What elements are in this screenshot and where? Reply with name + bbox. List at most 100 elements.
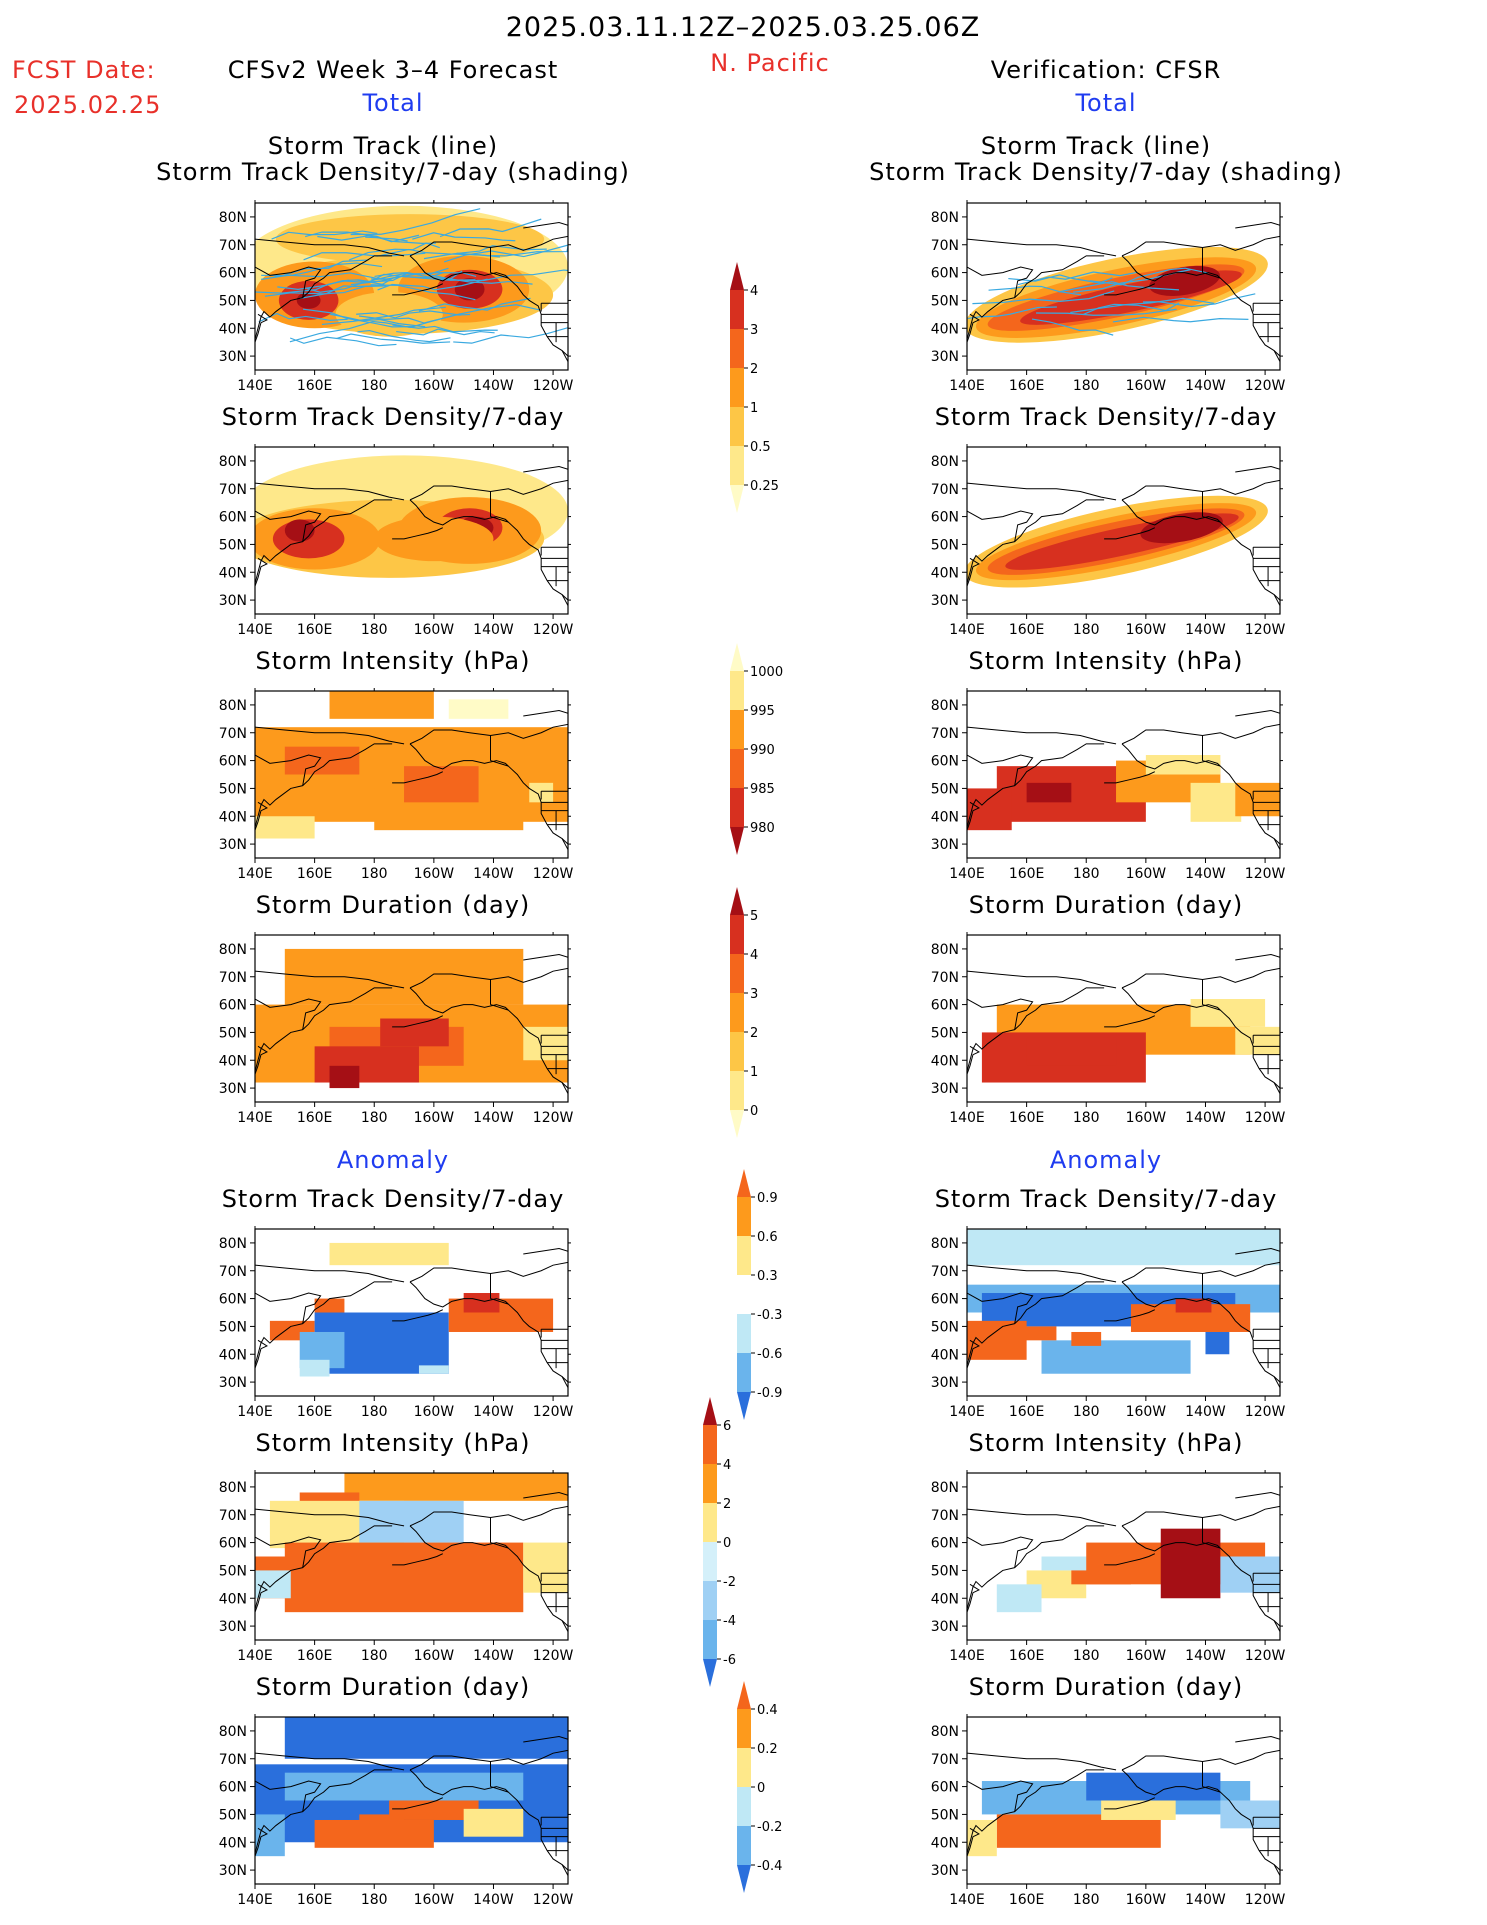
lon-tick-label: 160W [1126, 378, 1167, 394]
colorbar-swatch [730, 749, 744, 788]
lon-tick-label: 160E [297, 1648, 333, 1664]
lat-tick-label: 40N [931, 565, 959, 581]
lon-tick-label: 160W [1126, 866, 1167, 882]
lat-tick-label: 70N [219, 238, 247, 254]
colorbar-swatch [730, 407, 744, 446]
colorbar-swatch [703, 1503, 717, 1542]
colorbar-swatch [737, 1709, 751, 1748]
lon-tick-label: 160E [1009, 866, 1045, 882]
colorbar-label: 0.5 [750, 440, 771, 455]
map-obs-duration-anom: 140E 160E 180 160W 140W 120W 80N 70N 60N 50N 40N 30… [922, 1707, 1290, 1914]
colorbar-swatch [703, 1464, 717, 1503]
lat-tick-label: 60N [219, 754, 247, 770]
lat-tick-label: 30N [931, 1863, 959, 1879]
lat-tick-label: 60N [931, 1292, 959, 1308]
colorbar-label: 0.6 [757, 1230, 778, 1245]
lat-tick-label: 30N [931, 1081, 959, 1097]
lat-tick-label: 70N [219, 726, 247, 742]
lat-tick-label: 40N [931, 321, 959, 337]
l6-title: Storm Intensity (hPa) [255, 1429, 531, 1457]
lat-tick-label: 80N [219, 210, 247, 226]
l5-title: Storm Track Density/7-day [221, 1185, 565, 1213]
lon-tick-label: 180 [361, 378, 388, 394]
lon-tick-label: 160E [297, 378, 333, 394]
colorbar-label: 2 [750, 362, 758, 377]
map-obs-intensity-total: 140E 160E 180 160W 140W 120W 80N 70N 60N 50N 40N 30… [922, 681, 1290, 888]
lat-tick-label: 40N [931, 1053, 959, 1069]
colorbar-label: 1 [750, 401, 758, 416]
lon-tick-label: 140E [949, 866, 985, 882]
colorbar-label: -6 [723, 1653, 736, 1668]
colorbar-label: 1000 [750, 665, 783, 680]
lat-tick-label: 50N [931, 1025, 959, 1041]
lat-tick-label: 30N [219, 349, 247, 365]
lon-tick-label: 160E [1009, 1110, 1045, 1126]
r1-title-a: Storm Track (line) [980, 132, 1212, 160]
lat-tick-label: 60N [931, 754, 959, 770]
lat-tick-label: 70N [931, 482, 959, 498]
colorbar-label: 3 [750, 987, 758, 1002]
lon-tick-label: 140W [473, 1892, 514, 1908]
map-obs-intensity-anom: 140E 160E 180 160W 140W 120W 80N 70N 60N 50N 40N 30… [922, 1463, 1290, 1670]
colorbar-label: 0.3 [757, 1269, 778, 1284]
lat-tick-label: 50N [219, 1319, 247, 1335]
date-range-title: 2025.03.11.12Z–2025.03.25.06Z [505, 12, 981, 43]
colorbar-intensity-anom: 6 4 2 0 -2 -4 -6 [693, 1397, 763, 1691]
colorbar-label: 0.4 [757, 1703, 778, 1718]
lon-tick-label: 120W [1245, 1648, 1286, 1664]
r6-title: Storm Intensity (hPa) [968, 1429, 1244, 1457]
map-fcst-track-total: 140E 160E 180 160W 140W 120W 80N 70N 60N 50N 40N 30… [210, 193, 578, 400]
lat-tick-label: 70N [219, 1508, 247, 1524]
lon-tick-label: 160W [414, 1892, 455, 1908]
l7-title: Storm Duration (day) [255, 1673, 531, 1701]
l3-title: Storm Intensity (hPa) [255, 647, 531, 675]
lat-tick-label: 30N [931, 349, 959, 365]
colorbar-label: 5 [750, 909, 758, 924]
colorbar-swatch [703, 1620, 717, 1659]
lon-tick-label: 120W [533, 1404, 574, 1420]
lon-tick-label: 160E [297, 1404, 333, 1420]
lon-tick-label: 140W [1185, 1892, 1226, 1908]
lon-tick-label: 120W [1245, 1892, 1286, 1908]
lon-tick-label: 140E [237, 622, 273, 638]
lon-tick-label: 160E [297, 866, 333, 882]
lon-tick-label: 140W [473, 378, 514, 394]
lat-tick-label: 50N [931, 1563, 959, 1579]
lat-tick-label: 40N [931, 1347, 959, 1363]
colorbar-label: -4 [723, 1614, 736, 1629]
lon-tick-label: 120W [1245, 622, 1286, 638]
lon-tick-label: 140W [473, 1648, 514, 1664]
lon-tick-label: 180 [361, 1110, 388, 1126]
lat-tick-label: 80N [219, 1236, 247, 1252]
colorbar-swatch [737, 1353, 751, 1392]
colorbar-swatch [730, 329, 744, 368]
colorbar-label: 2 [750, 1026, 758, 1041]
lon-tick-label: 160E [297, 1892, 333, 1908]
lon-tick-label: 140E [949, 1110, 985, 1126]
lon-tick-label: 180 [361, 1648, 388, 1664]
lat-tick-label: 80N [931, 1724, 959, 1740]
lat-tick-label: 60N [931, 1780, 959, 1796]
colorbar-swatch [737, 1236, 751, 1275]
lon-tick-label: 140W [473, 622, 514, 638]
colorbar-swatch [737, 1748, 751, 1787]
colorbar-swatch [703, 1425, 717, 1464]
lon-tick-label: 160E [1009, 1892, 1045, 1908]
lon-tick-label: 160E [1009, 378, 1045, 394]
lat-tick-label: 70N [931, 1752, 959, 1768]
lon-tick-label: 140E [237, 1110, 273, 1126]
lat-tick-label: 40N [219, 1053, 247, 1069]
lat-tick-label: 60N [219, 1292, 247, 1308]
lat-tick-label: 80N [931, 210, 959, 226]
lat-tick-label: 80N [931, 1236, 959, 1252]
lat-tick-label: 60N [219, 266, 247, 282]
map-fcst-intensity-total: 140E 160E 180 160W 140W 120W 80N 70N 60N 50N 40N 30… [210, 681, 578, 888]
lon-tick-label: 140W [1185, 1648, 1226, 1664]
lat-tick-label: 80N [219, 1724, 247, 1740]
l4-title: Storm Duration (day) [255, 891, 531, 919]
map-obs-duration-total: 140E 160E 180 160W 140W 120W 80N 70N 60N 50N 40N 30… [922, 925, 1290, 1132]
lat-tick-label: 40N [219, 1591, 247, 1607]
lat-tick-label: 30N [219, 593, 247, 609]
lat-tick-label: 40N [931, 1835, 959, 1851]
region-label: N. Pacific [710, 49, 830, 77]
